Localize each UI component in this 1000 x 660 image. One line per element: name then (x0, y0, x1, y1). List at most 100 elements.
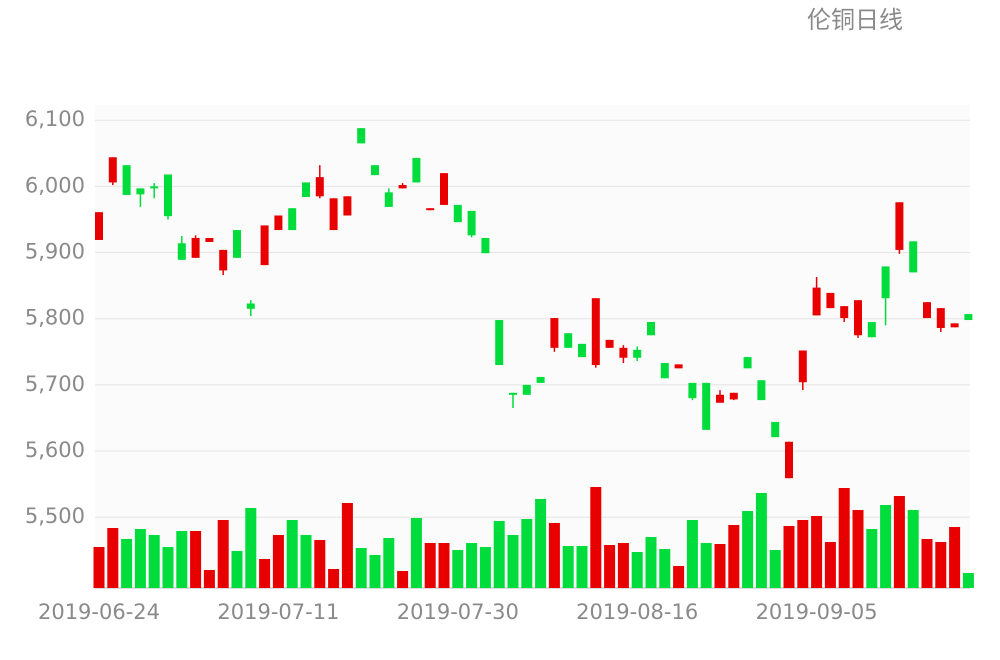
candle-body (854, 300, 862, 336)
candle-body (867, 322, 876, 338)
candle-body (950, 323, 959, 328)
volume-bar (852, 510, 864, 588)
volume-bar (783, 526, 795, 588)
volume-bar (424, 543, 436, 588)
volume-bar (341, 503, 353, 588)
volume-bar (562, 546, 574, 588)
volume-bar (231, 551, 243, 588)
volume-bar (314, 540, 326, 588)
volume-bar (203, 570, 215, 588)
volume-bar (369, 555, 381, 588)
volume-bar (286, 520, 298, 588)
candle-body (219, 249, 228, 271)
volume-bar (659, 549, 671, 588)
candle-body (384, 192, 393, 207)
x-tick-label: 2019-07-30 (397, 600, 519, 624)
candle-body (619, 347, 628, 358)
volume-bar (686, 520, 698, 588)
volume-bar (866, 529, 878, 588)
candle-body (177, 243, 186, 260)
volume-bar (907, 510, 919, 588)
candle-body (688, 382, 697, 399)
volume-bar (300, 535, 312, 588)
candle-body (426, 208, 435, 211)
volume-bar (935, 542, 947, 588)
volume-bar (962, 573, 974, 588)
candle-body (412, 157, 421, 183)
volume-bar (121, 539, 133, 588)
candle-body (288, 208, 297, 231)
candle-body (729, 392, 738, 400)
volume-bar (631, 552, 643, 588)
candle-body (136, 188, 145, 195)
volume-bar (617, 543, 629, 588)
volume-bar (824, 542, 836, 588)
candle-body (495, 320, 504, 366)
candle-body (936, 308, 945, 328)
volume-bar (479, 547, 491, 588)
candle-body (233, 230, 241, 258)
candle-body (246, 303, 255, 309)
volume-bar (838, 488, 850, 588)
candle-body (647, 322, 655, 336)
candle-body (785, 441, 793, 479)
candle-body (440, 173, 448, 205)
candle-body (536, 376, 545, 383)
x-tick-label: 2019-06-24 (38, 600, 160, 624)
chart-title: 伦铜日线 (807, 6, 903, 34)
volume-bar (714, 544, 726, 588)
candle-body (398, 185, 407, 189)
volume-bar (521, 519, 533, 588)
volume-bar (397, 571, 409, 588)
candle-body (909, 241, 918, 273)
volume-bar (328, 569, 340, 588)
volume-bar (769, 550, 781, 588)
volume-bar (452, 550, 464, 588)
volume-bar (245, 508, 257, 588)
volume-bar (604, 545, 616, 588)
volume-bar (190, 531, 202, 588)
volume-bar (755, 493, 767, 588)
candle-body (591, 298, 600, 366)
volume-bar (493, 521, 505, 588)
y-tick-label: 5,500 (25, 504, 85, 528)
volume-bar (93, 547, 105, 588)
candle-body (895, 202, 904, 250)
candle-body (315, 177, 324, 197)
candle-body (108, 157, 117, 183)
candle-body (881, 266, 890, 299)
volume-bar (162, 547, 174, 588)
candle-body (453, 204, 462, 223)
volume-bar (410, 518, 422, 588)
volume-bar (797, 520, 809, 588)
candle-body (812, 287, 821, 316)
candle-body (122, 165, 131, 195)
y-tick-label: 5,600 (25, 438, 85, 462)
candle-body (274, 215, 283, 231)
y-tick-label: 5,900 (25, 240, 85, 264)
candle-body (205, 237, 214, 242)
volume-bar (576, 546, 588, 588)
candle-body (716, 394, 724, 403)
candle-body (509, 392, 517, 395)
candle-body (164, 174, 172, 217)
volume-bar (272, 535, 284, 588)
volume-bar (176, 531, 188, 588)
candle-body (522, 384, 531, 395)
volume-bar (217, 520, 229, 588)
candle-body (371, 165, 379, 176)
volume-bar (259, 559, 271, 588)
volume-bar (148, 535, 160, 588)
volume-bar (134, 529, 146, 588)
candle-body (260, 225, 269, 266)
y-tick-label: 6,000 (25, 173, 85, 197)
candle-body (964, 314, 973, 321)
volume-bar (811, 516, 823, 588)
candle-body (191, 237, 200, 258)
volume-bar (700, 543, 712, 588)
volume-bar (590, 487, 602, 588)
candle-body (771, 421, 780, 438)
y-tick-label: 6,100 (25, 107, 85, 131)
candle-body (357, 128, 366, 144)
